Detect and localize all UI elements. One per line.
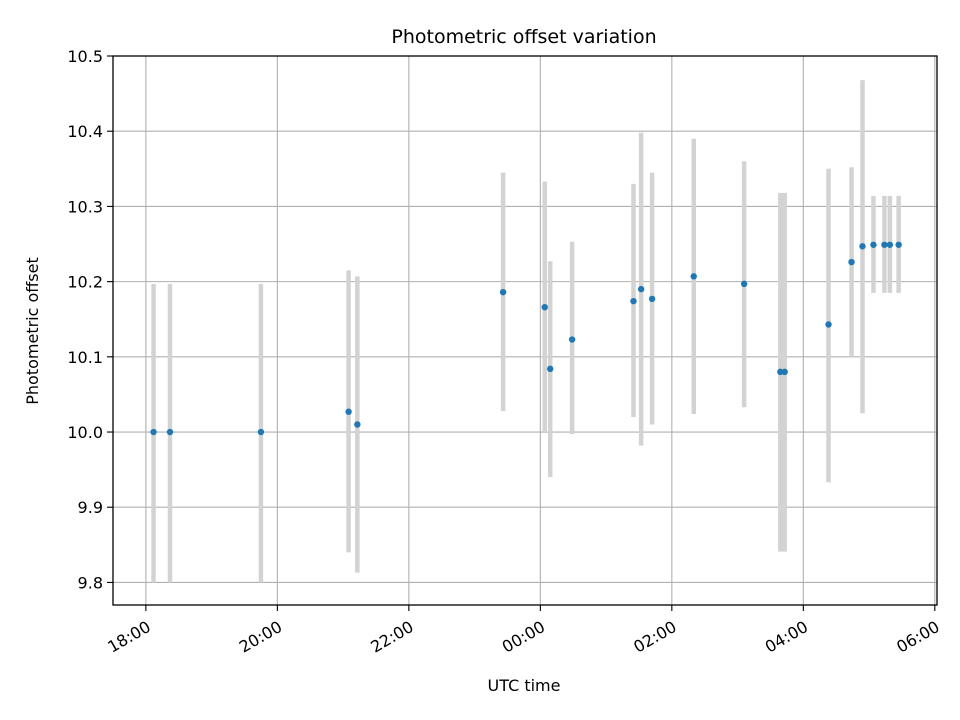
- data-point: [690, 273, 697, 280]
- data-point: [354, 421, 361, 428]
- data-point: [825, 321, 832, 328]
- y-tick-label: 10.2: [67, 273, 103, 292]
- x-axis-label: UTC time: [488, 676, 561, 695]
- data-point: [499, 288, 507, 296]
- data-point: [886, 241, 894, 248]
- data-point: [848, 258, 855, 266]
- y-tick-label: 9.8: [78, 573, 103, 592]
- data-points: [150, 241, 902, 436]
- chart-title: Photometric offset variation: [391, 26, 656, 48]
- y-axis-label: Photometric offset: [23, 257, 42, 405]
- y-tick-label: 9.9: [78, 498, 103, 517]
- data-point: [740, 280, 748, 288]
- data-point: [541, 303, 548, 311]
- y-tick-label: 10.5: [67, 47, 103, 66]
- y-axis-ticks: 9.8 9.9 10.0 10.1 10.2 10.3 10.4 10.5: [67, 47, 113, 592]
- data-point: [648, 295, 656, 303]
- data-point: [547, 365, 554, 373]
- data-point: [637, 285, 645, 293]
- data-point: [257, 428, 265, 436]
- data-point: [568, 336, 576, 343]
- data-point: [166, 428, 174, 436]
- data-point: [870, 241, 877, 248]
- data-point: [859, 243, 866, 250]
- data-point: [777, 368, 784, 376]
- y-tick-label: 10.3: [67, 197, 103, 216]
- data-point: [345, 408, 352, 415]
- data-point: [895, 241, 902, 248]
- data-point: [630, 297, 637, 305]
- y-tick-label: 10.1: [67, 348, 103, 367]
- grid: [113, 55, 937, 605]
- y-tick-label: 10.4: [67, 122, 103, 141]
- data-point: [881, 241, 888, 248]
- plot-frame: [112, 55, 938, 606]
- data-point: [150, 428, 157, 436]
- y-tick-label: 10.0: [67, 423, 103, 442]
- data-point: [781, 368, 788, 376]
